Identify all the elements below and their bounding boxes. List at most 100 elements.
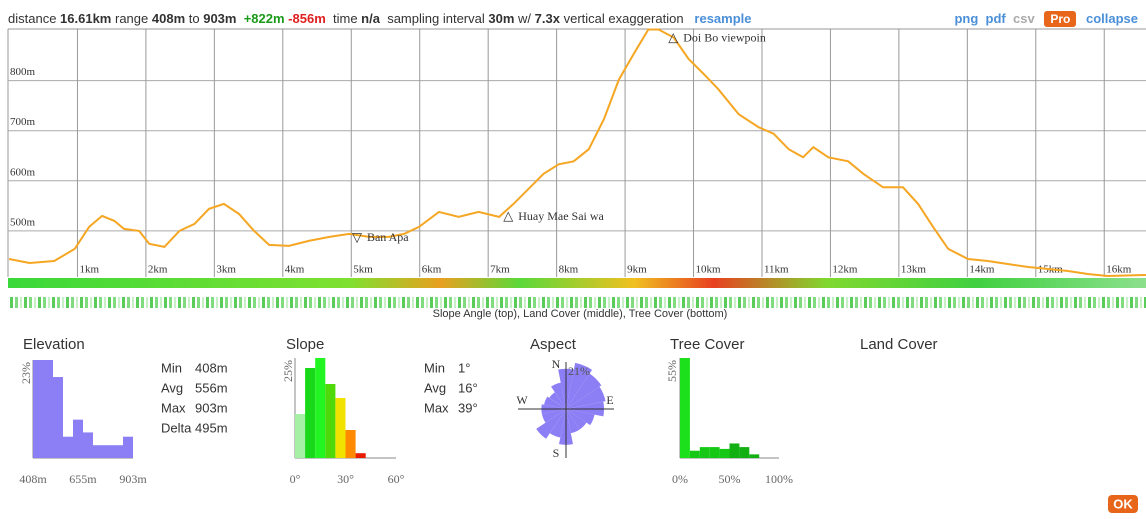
x-tick-label: 0% [672, 472, 688, 486]
bar [709, 447, 720, 458]
ok-button[interactable] [1108, 495, 1138, 513]
stat-value: 903m [195, 400, 228, 415]
bar [305, 368, 316, 458]
bar [689, 450, 700, 458]
collapse-link[interactable]: collapse [1085, 11, 1138, 26]
png-link[interactable]: png [954, 11, 979, 26]
pro-button[interactable]: Pro [1044, 11, 1077, 27]
x-tick-label: 60° [388, 472, 405, 486]
loss: -856m [288, 11, 326, 26]
label: range [115, 11, 149, 26]
compass-label: S [553, 446, 560, 460]
stat-value: 556m [195, 380, 228, 395]
strip-caption: Slope Angle (top), Land Cover (middle), … [433, 308, 728, 320]
value: 408m [151, 11, 186, 26]
label: sampling interval [387, 11, 485, 26]
aspect-petal [551, 382, 566, 409]
stat-label: Avg [161, 380, 183, 395]
y-tick-label: 23% [19, 362, 33, 384]
panel-title: Aspect [530, 336, 577, 353]
stat-value: 408m [195, 360, 228, 375]
stat-label: Max [424, 400, 449, 415]
aspect-petal [536, 409, 566, 439]
panel-title: Tree Cover [670, 336, 744, 353]
x-tick-label: 8km [559, 264, 579, 276]
x-tick-label: 50% [719, 472, 741, 486]
stat-label: Max [161, 400, 186, 415]
bar [719, 448, 730, 458]
bar [680, 358, 690, 458]
x-tick-label: 30° [337, 472, 354, 486]
cover-strip [8, 297, 1146, 308]
y-tick-label: 55% [665, 360, 679, 382]
x-tick-label: 655m [69, 472, 97, 486]
bar [53, 377, 63, 458]
x-tick-label: 11km [764, 264, 789, 276]
y-tick-label: 500m [10, 216, 36, 228]
bar [699, 447, 710, 458]
y-tick-label: 700m [10, 116, 36, 128]
x-tick-label: 16km [1106, 264, 1132, 276]
aspect-petal [566, 409, 587, 430]
value: n/a [361, 11, 380, 26]
aspect-petal [544, 396, 566, 409]
bar [355, 453, 366, 458]
x-tick-label: 6km [422, 264, 442, 276]
aspect-petal [566, 373, 602, 409]
stat-value: 495m [195, 420, 228, 435]
x-tick-label: 12km [832, 264, 858, 276]
bar [43, 360, 53, 458]
aspect-petal [566, 409, 595, 426]
aspect-petal [549, 409, 566, 438]
x-tick-label: 903m [119, 472, 147, 486]
bar [739, 447, 750, 458]
ok-label[interactable]: OK [1113, 496, 1133, 511]
csv-link[interactable]: csv [1013, 11, 1035, 26]
compass-label: E [606, 393, 613, 407]
pdf-link[interactable]: pdf [985, 11, 1006, 26]
label: to [188, 11, 200, 26]
r-tick-label: 21% [568, 364, 590, 378]
bar [33, 360, 43, 458]
x-tick-label: 7km [490, 264, 510, 276]
marker-symbol: ▽ [352, 229, 362, 244]
value: 16.61km [60, 11, 112, 26]
stat-value: 16° [458, 380, 478, 395]
y-tick-label: 800m [10, 66, 36, 78]
bar [345, 430, 356, 458]
stat-value: 1° [458, 360, 470, 375]
x-tick-label: 1km [79, 264, 99, 276]
y-tick-label: 600m [10, 166, 36, 178]
x-tick-label: 14km [969, 264, 995, 276]
x-tick-label: 13km [901, 264, 927, 276]
x-tick-label: 10km [696, 264, 722, 276]
x-tick-label: 0° [290, 472, 301, 486]
bar [325, 384, 336, 458]
x-tick-label: 2km [148, 264, 168, 276]
toolbar: distance 16.61km range 408m to 903m +822… [8, 11, 752, 26]
x-tick-label: 9km [627, 264, 647, 276]
marker-symbol: △ [503, 208, 513, 223]
marker-symbol: △ [668, 30, 678, 45]
stat-label: Avg [424, 380, 446, 395]
resample-link[interactable]: resample [694, 11, 752, 26]
x-tick-label: 408m [19, 472, 47, 486]
bar [123, 436, 133, 458]
label: time [332, 11, 358, 26]
x-tick-label: 4km [285, 264, 305, 276]
marker-label: Doi Bo viewpoin [683, 30, 766, 44]
label: w/ [518, 11, 532, 26]
label: distance [8, 11, 57, 26]
compass-label: W [516, 393, 528, 407]
value: 7.3x [534, 11, 560, 26]
aspect-petal [566, 362, 593, 409]
aspect-petal [549, 392, 566, 409]
stat-label: Delta [161, 420, 192, 435]
panel-title: Land Cover [860, 336, 938, 353]
x-tick-label: 5km [353, 264, 373, 276]
bar [93, 445, 103, 458]
bar [315, 358, 326, 458]
bar [749, 454, 760, 458]
